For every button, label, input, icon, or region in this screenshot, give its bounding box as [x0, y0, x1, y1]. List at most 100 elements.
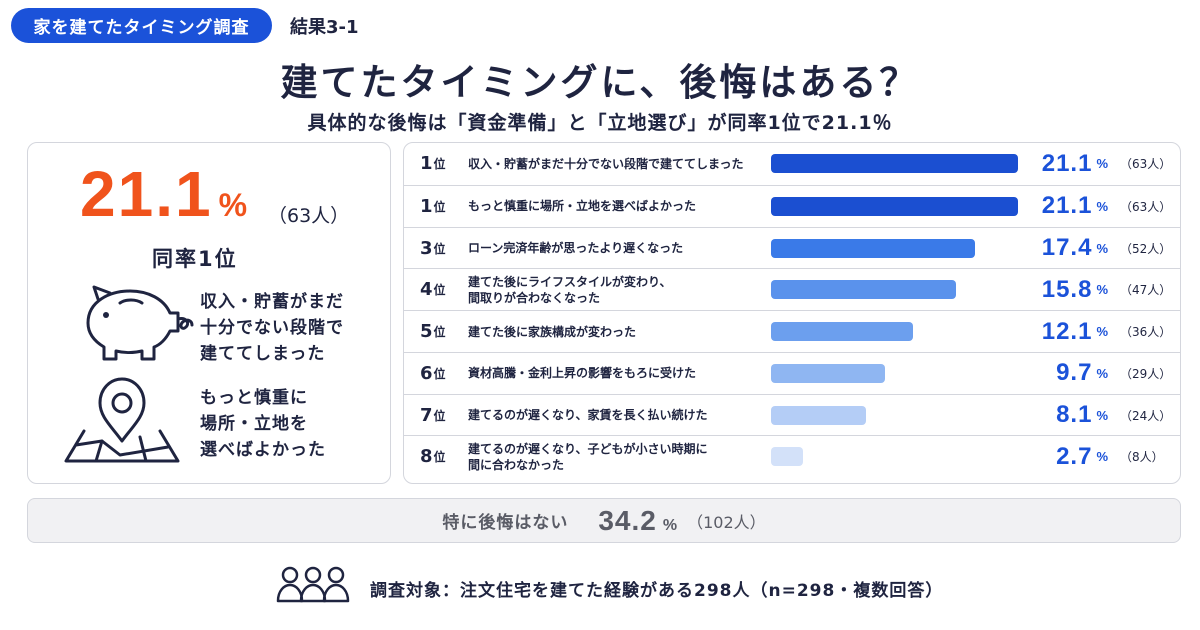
no-regret-percentage: 34.2% — [598, 505, 677, 537]
reason-line: 十分でない段階で — [200, 318, 344, 338]
rank-number: 6 — [420, 362, 433, 384]
bar — [771, 447, 803, 467]
data-label-value: 12.1 — [1041, 317, 1093, 345]
data-label-value: 9.7 — [1056, 359, 1093, 387]
category-label: 収入・貯蓄がまだ十分でない段階で建ててしまった — [468, 143, 768, 184]
data-label-unit: % — [1096, 407, 1108, 423]
highlight-reason-1: 収入・貯蓄がまだ 十分でない段階で 建ててしまった — [200, 289, 344, 367]
chart-row: 5 位 建てた後に家族構成が変わった 12.1% （36人） — [404, 310, 1180, 351]
chart-row: 1 位 収入・貯蓄がまだ十分でない段階で建ててしまった 21.1% （63人） — [404, 143, 1180, 184]
category-label-line: 建てるのが遅くなり、子どもが小さい時期に — [468, 441, 708, 456]
category-label: 資材高騰・金利上昇の影響をもろに受けた — [468, 353, 768, 394]
data-label-value: 15.8 — [1041, 275, 1093, 303]
reason-line: もっと慎重に — [200, 388, 308, 408]
data-label-unit: % — [1096, 365, 1108, 381]
data-label-unit: % — [1096, 198, 1108, 214]
category-label: 建てた後に家族構成が変わった — [468, 311, 768, 352]
bar — [771, 154, 1018, 173]
no-regret-count: （102人） — [687, 512, 766, 532]
category-label-line: もっと慎重に場所・立地を選べばよかった — [468, 199, 697, 214]
chart-row: 7 位 建てるのが遅くなり、家賃を長く払い続けた 8.1% （24人） — [404, 393, 1180, 436]
rank-number: 1 — [420, 195, 433, 217]
category-label-line: 建てるのが遅くなり、家賃を長く払い続けた — [468, 408, 708, 422]
survey-tag: 家を建てたタイミング調査 — [11, 8, 272, 43]
bar — [771, 196, 1018, 216]
rank-suffix: 位 — [433, 157, 446, 171]
highlight-panel: 21.1% （63人） 同率1位 収入・貯蓄がまだ 十分でない段階で 建ててしま… — [27, 142, 391, 484]
people-icon — [276, 566, 350, 603]
category-label: 建てるのが遅くなり、子どもが小さい時期に 間に合わなかった — [468, 436, 768, 477]
page-title: 建てたタイミングに、後悔はある？ — [280, 61, 920, 104]
piggy-bank-icon — [86, 285, 194, 361]
reason-line: 場所・立地を — [200, 414, 308, 434]
no-regret-unit: % — [662, 516, 678, 534]
data-label-value: 21.1 — [1041, 149, 1093, 177]
data-label-value: 21.1 — [1041, 192, 1093, 220]
page-subtitle: 具体的な後悔は「資金準備」と「立地選び」が同率1位で21.1％ — [307, 112, 893, 134]
category-label: ローン完済年齢が思ったより遅くなった — [468, 228, 768, 269]
highlight-rank-label: 同率1位 — [152, 247, 238, 271]
no-regret-box: 特に後悔はない 34.2% （102人） — [27, 498, 1181, 543]
data-label: 9.7% — [1056, 353, 1108, 394]
rank-suffix: 位 — [433, 366, 446, 381]
data-label: 15.8% — [1042, 269, 1108, 310]
data-label-value: 17.4 — [1041, 234, 1093, 261]
bar — [771, 238, 975, 258]
rank-suffix: 位 — [433, 199, 446, 214]
respondent-count: （8人） — [1120, 450, 1164, 465]
highlight-percentage: 21.1% — [80, 157, 247, 231]
rank-suffix: 位 — [433, 450, 446, 465]
respondent-count: （36人） — [1120, 325, 1172, 339]
rank-suffix: 位 — [433, 283, 446, 298]
respondent-count: （63人） — [1120, 157, 1172, 171]
data-label-value: 2.7 — [1056, 442, 1093, 470]
data-label-unit: % — [1096, 324, 1108, 339]
rank-number: 4 — [420, 279, 433, 301]
respondent-count: （52人） — [1120, 241, 1172, 256]
respondent-count: （47人） — [1120, 283, 1172, 298]
no-regret-value: 34.2 — [598, 504, 657, 536]
data-label-unit: % — [1096, 240, 1108, 256]
reason-line: 建ててしまった — [200, 344, 326, 364]
category-label-line: ローン完済年齢が思ったより遅くなった — [468, 241, 684, 255]
data-label-unit: % — [1096, 449, 1108, 465]
data-label-value: 8.1 — [1056, 401, 1093, 428]
category-label: 建てた後にライフスタイルが変わり、 間取りが合わなくなった — [468, 269, 768, 310]
data-label: 21.1% — [1042, 143, 1108, 184]
data-label: 21.1% — [1042, 186, 1108, 227]
respondent-count: （24人） — [1120, 408, 1172, 423]
data-label: 12.1% — [1042, 311, 1108, 352]
data-label: 17.4% — [1042, 228, 1108, 269]
rank-suffix: 位 — [433, 408, 446, 423]
highlight-unit: % — [218, 187, 248, 223]
chart-row: 3 位 ローン完済年齢が思ったより遅くなった 17.4% （52人） — [404, 226, 1180, 269]
data-label: 2.7% — [1056, 436, 1108, 477]
result-label: 結果3-1 — [290, 17, 359, 38]
map-pin-icon — [64, 377, 180, 463]
reason-line: 選べばよかった — [200, 440, 326, 460]
category-label: もっと慎重に場所・立地を選べばよかった — [468, 186, 768, 227]
bar — [771, 405, 866, 425]
bar — [771, 280, 956, 300]
highlight-value: 21.1 — [80, 158, 213, 230]
category-label-line: 間に合わなかった — [468, 457, 565, 472]
ranking-bar-chart: 1 位収入・貯蓄がまだ十分でない段階で建ててしまった 21.1% （63人） 1 位もっと… — [403, 142, 1181, 484]
rank-number: 3 — [420, 237, 433, 259]
respondent-count: （29人） — [1120, 366, 1172, 381]
chart-row: 6 位 資材高騰・金利上昇の影響をもろに受けた 9.7% （29人） — [404, 351, 1180, 394]
category-label-line: 収入・貯蓄がまだ十分でない段階で建ててしまった — [468, 156, 744, 171]
data-label-unit: % — [1096, 282, 1108, 298]
rank-number: 7 — [420, 404, 433, 426]
highlight-count: （63人） — [268, 205, 350, 227]
rank-suffix: 位 — [433, 325, 446, 339]
reason-line: 収入・貯蓄がまだ — [200, 292, 344, 312]
chart-row: 1 位 もっと慎重に場所・立地を選べばよかった 21.1% （63人） — [404, 184, 1180, 227]
